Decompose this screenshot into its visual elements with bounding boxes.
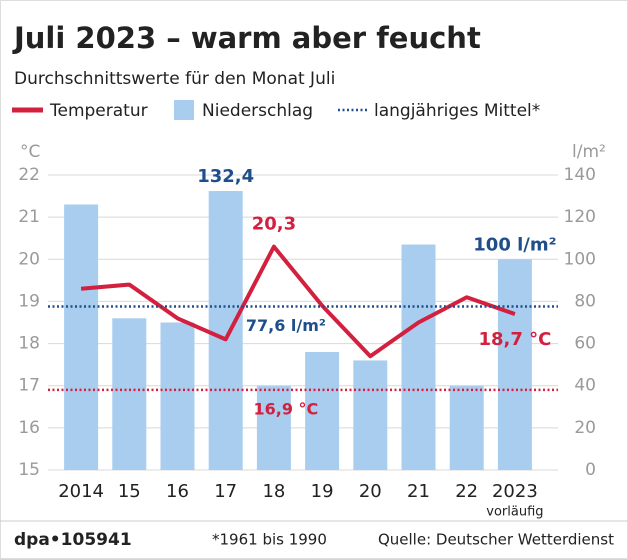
reference-label: 16,9 °C <box>254 399 319 418</box>
x-tick-label: 20 <box>359 481 382 502</box>
temperature-line <box>80 244 516 359</box>
line-value-label: 20,3 <box>252 214 296 235</box>
x-tick-label: 15 <box>118 481 141 502</box>
y2-tick-label: 40 <box>574 376 596 396</box>
bar <box>256 385 291 470</box>
y-tick-label: 21 <box>18 207 40 227</box>
x-tick-label: 16 <box>166 481 189 502</box>
legend-label: Niederschlag <box>202 101 313 121</box>
x-tick-label: 19 <box>311 481 334 502</box>
bar <box>449 385 484 470</box>
y-tick-label: 20 <box>18 249 40 269</box>
bar <box>305 352 340 470</box>
y-tick-label: 17 <box>18 376 40 396</box>
reference-label: 77,6 l/m² <box>246 316 326 335</box>
bar <box>353 360 388 470</box>
y2-tick-label: 60 <box>574 334 596 354</box>
bar-value-label: 132,4 <box>197 166 254 187</box>
bar <box>208 191 243 470</box>
x-tick-label: 21 <box>407 481 430 502</box>
x-tick-label: 18 <box>262 481 285 502</box>
y2-tick-label: 20 <box>574 418 596 438</box>
y2-tick-label: 120 <box>564 207 596 227</box>
footer-source: Quelle: Deutscher Wetterdienst <box>378 531 614 549</box>
y-tick-label: 19 <box>18 291 40 311</box>
legend-bar-swatch <box>174 100 194 120</box>
y2-tick-label: 140 <box>564 165 596 185</box>
legend-label: Temperatur <box>49 101 148 121</box>
x-tick-label: 22 <box>455 481 478 502</box>
x-tick-label: 2014 <box>58 481 104 502</box>
x-tick-label: 17 <box>214 481 237 502</box>
y2-tick-label: 100 <box>564 249 596 269</box>
bar <box>112 318 147 470</box>
footer-id: dpa•105941 <box>14 530 132 550</box>
y-tick-label: 22 <box>18 165 40 185</box>
bar <box>401 244 436 470</box>
subtitle: Durchschnittswerte für den Monat Juli <box>14 69 335 89</box>
x-tick-note: vorläufig <box>486 505 543 520</box>
y2-tick-label: 0 <box>585 460 596 480</box>
x-tick-label: 2023 <box>492 481 538 502</box>
bar <box>497 259 532 470</box>
y2-axis-label: l/m² <box>572 142 606 162</box>
y-tick-label: 16 <box>18 418 40 438</box>
y2-tick-label: 80 <box>574 291 596 311</box>
bar <box>160 322 195 470</box>
line-value-label: 18,7 °C <box>478 329 551 350</box>
y-axis-label: °C <box>20 142 40 162</box>
footer-note: *1961 bis 1990 <box>212 531 327 549</box>
bar-value-label: 100 l/m² <box>473 234 556 255</box>
bar <box>64 204 99 470</box>
y-tick-label: 18 <box>18 334 40 354</box>
chart-title: Juli 2023 – warm aber feucht <box>12 21 481 55</box>
legend-label: langjähriges Mittel* <box>374 101 540 121</box>
y-tick-label: 15 <box>18 460 40 480</box>
